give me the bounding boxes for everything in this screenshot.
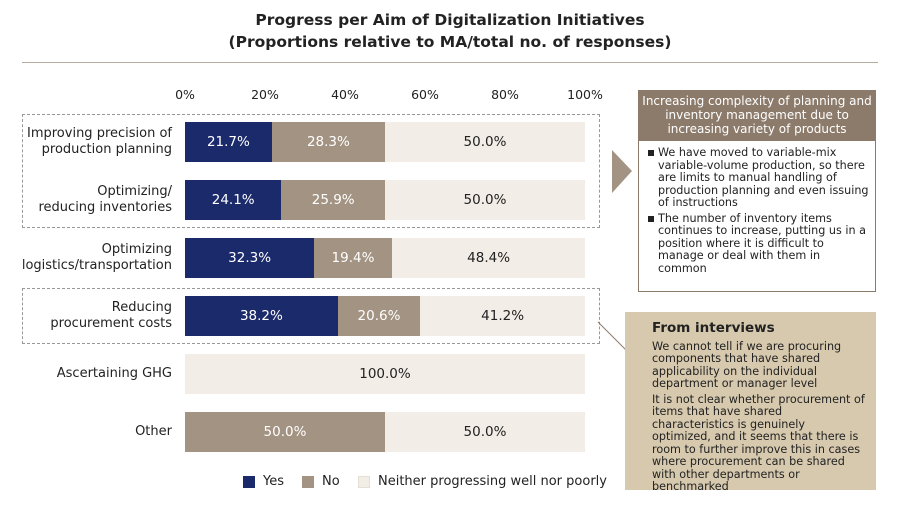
category-label: Optimizing logistics/transportation <box>21 242 172 273</box>
value-label: 21.7% <box>206 134 250 150</box>
bullet <box>648 215 654 222</box>
issue-text: The number of inventory items continues … <box>658 211 866 275</box>
bar-segment <box>185 122 272 162</box>
bar-segment <box>185 296 338 336</box>
x-tick-label: 40% <box>331 87 359 102</box>
legend-swatch <box>243 476 255 488</box>
value-label: 28.3% <box>306 134 350 150</box>
value-label: 50.0% <box>463 134 507 150</box>
legend-label: Neither progressing well nor poorly <box>378 474 607 489</box>
value-label: 19.4% <box>331 250 375 266</box>
connector-line <box>597 321 627 351</box>
category-label: Other <box>135 424 172 439</box>
value-label: 48.4% <box>467 250 511 266</box>
bar-segment <box>314 238 392 278</box>
interview-text: We cannot tell if we are procuring compo… <box>652 339 842 390</box>
x-tick-label: 0% <box>175 87 195 102</box>
x-tick-label: 80% <box>491 87 519 102</box>
chart-title: Progress per Aim of Digitalization Initi… <box>255 11 645 29</box>
arrow <box>612 150 632 193</box>
category-label: Improving precision of production planni… <box>27 126 172 157</box>
value-label: 50.0% <box>263 424 307 440</box>
bar-segment <box>385 412 585 452</box>
interviews-title: From interviews <box>652 320 775 336</box>
value-label: 50.0% <box>463 424 507 440</box>
bar-segment <box>185 180 282 220</box>
value-label: 24.1% <box>211 192 255 208</box>
value-label: 20.6% <box>357 308 401 324</box>
value-label: 32.3% <box>228 250 272 266</box>
x-tick-label: 60% <box>411 87 439 102</box>
bar-segment <box>385 122 585 162</box>
value-label: 100.0% <box>359 366 411 382</box>
legend-label: Yes <box>263 474 284 489</box>
issue-title: Increasing complexity of planning and in… <box>638 90 876 140</box>
issue-text: We have moved to variable-mix variable-v… <box>658 146 869 209</box>
legend-swatch <box>358 476 370 488</box>
highlight-box <box>22 114 600 228</box>
legend-swatch <box>302 476 314 488</box>
bar-segment <box>271 122 385 162</box>
interviews-panel: From interviews We cannot tell if we are… <box>625 312 876 493</box>
highlight-box <box>22 288 600 344</box>
issue-item: The number of inventory items continues … <box>647 211 869 276</box>
value-label: 25.9% <box>311 192 355 208</box>
bar-segment <box>385 180 585 220</box>
bar-segment <box>185 412 385 452</box>
chart-subtitle: (Proportions relative to MA/total no. of… <box>228 33 672 51</box>
bar-segment <box>281 180 385 220</box>
category-label: Optimizing/ reducing inventories <box>38 184 173 215</box>
bar-segment <box>391 238 586 278</box>
issue-item: We have moved to variable-mix variable-v… <box>647 146 869 210</box>
issue-body: We have moved to variable-mix variable-v… <box>638 140 876 292</box>
bar-segment <box>185 354 585 394</box>
value-label: 50.0% <box>463 192 507 208</box>
x-tick-label: 20% <box>251 87 279 102</box>
title-rule <box>22 62 878 63</box>
interview-text: It is not clear whether procurement of i… <box>652 392 865 493</box>
x-tick-label: 100% <box>567 87 603 102</box>
bar-segment <box>185 238 315 278</box>
value-label: 38.2% <box>239 308 283 324</box>
bar-segment <box>337 296 421 336</box>
category-label: Ascertaining GHG <box>56 366 172 381</box>
bullet <box>648 150 654 156</box>
value-label: 41.2% <box>481 308 525 324</box>
category-label: Reducing procurement costs <box>50 300 172 331</box>
bar-segment <box>420 296 585 336</box>
legend-label: No <box>322 474 340 489</box>
